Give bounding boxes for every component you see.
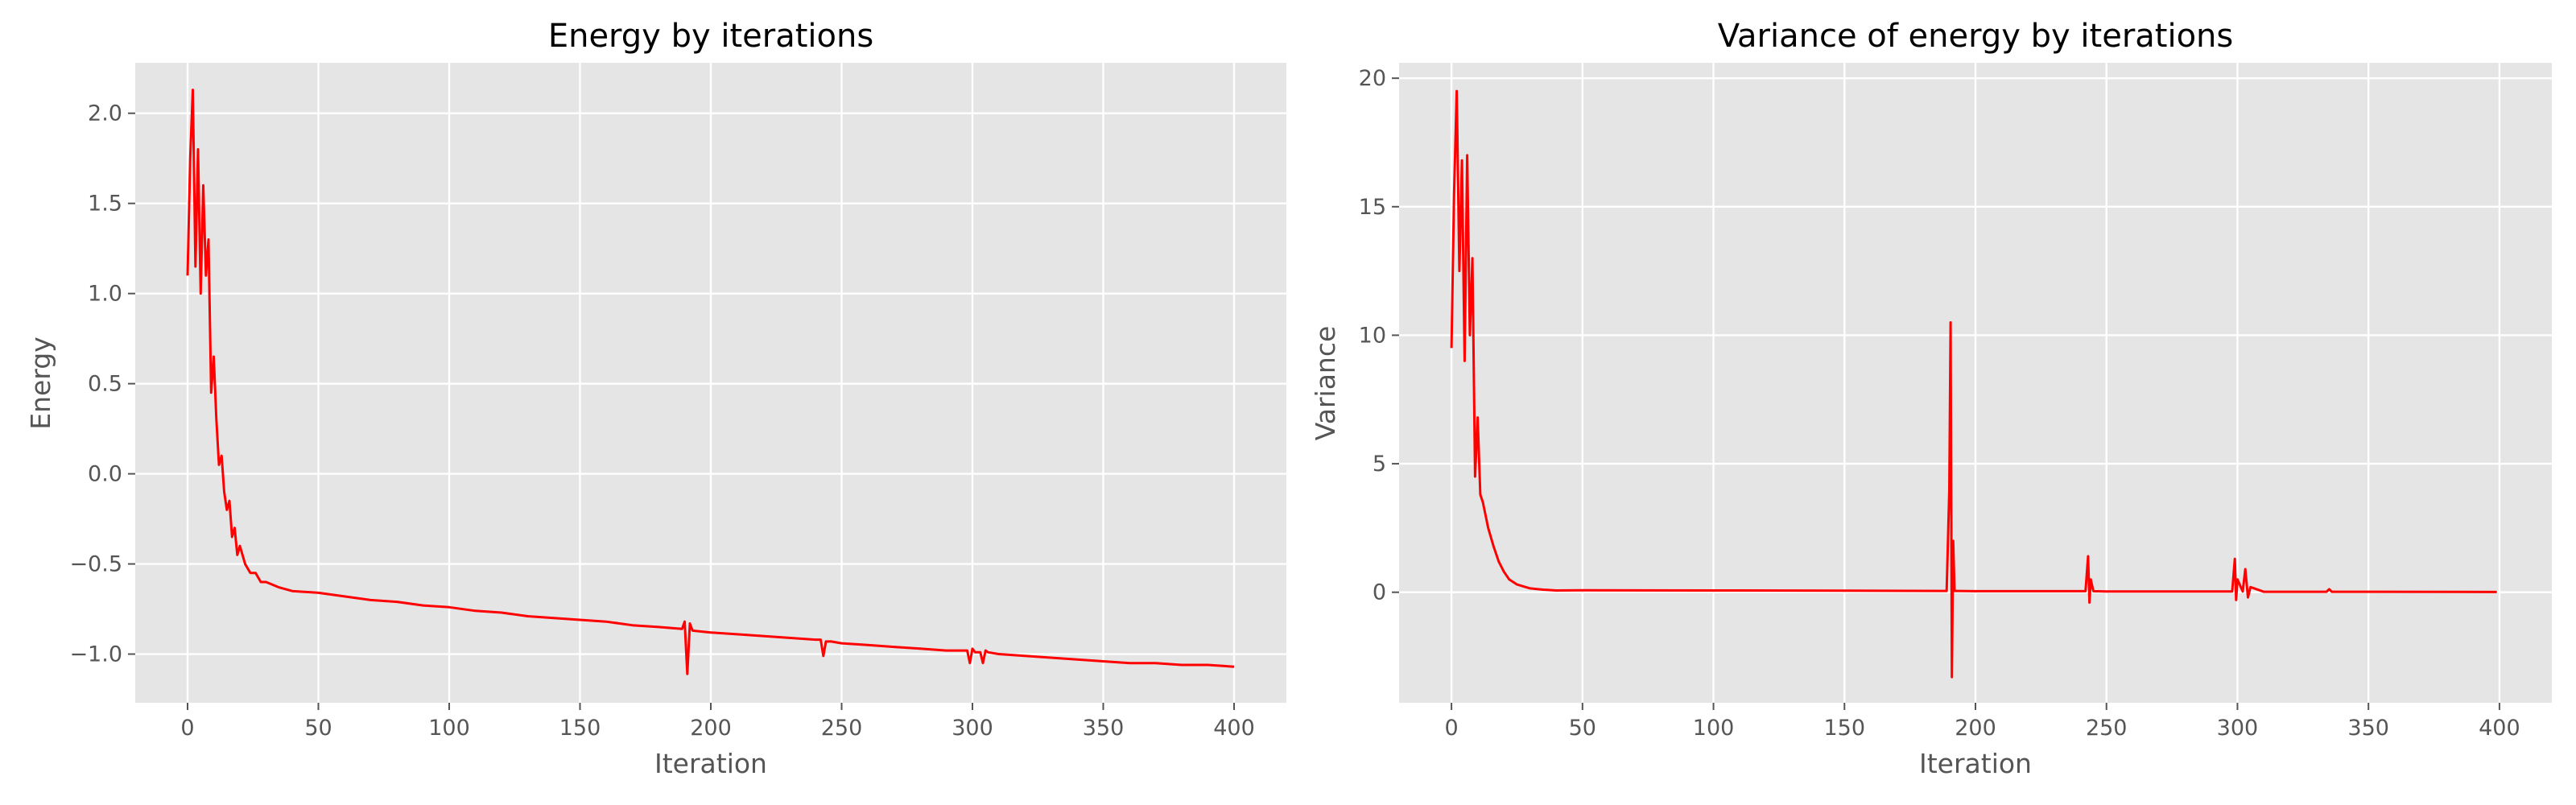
variance-x-tick-label: 50 — [1569, 716, 1596, 741]
variance-x-axis-label: Iteration — [1919, 748, 2032, 779]
variance-chart-title: Variance of energy by iterations — [1718, 18, 2233, 55]
energy-x-tick-label: 100 — [428, 716, 470, 741]
energy-y-tick-label: 0.5 — [88, 372, 122, 397]
variance-x-tick-label: 300 — [2217, 716, 2259, 741]
energy-grid — [135, 63, 1286, 703]
variance-y-ticks: 0 5 10 15 20 — [1359, 66, 1399, 605]
energy-x-tick-label: 300 — [952, 716, 993, 741]
variance-y-tick-label: 10 — [1359, 323, 1386, 348]
variance-y-axis-label: Variance — [1310, 326, 1341, 441]
variance-chart: 0 50 100 150 200 250 300 350 400 0 5 10 15 20 Varian… — [1310, 18, 2552, 779]
energy-x-tick-label: 150 — [559, 716, 601, 741]
variance-x-ticks: 0 50 100 150 200 250 300 350 400 — [1444, 703, 2520, 741]
variance-y-tick-label: 20 — [1359, 66, 1386, 91]
energy-chart-title: Energy by iterations — [548, 18, 873, 55]
energy-x-tick-label: 50 — [304, 716, 332, 741]
energy-y-tick-label: 1.0 — [88, 282, 122, 307]
energy-x-tick-label: 200 — [690, 716, 732, 741]
variance-y-tick-label: 0 — [1373, 580, 1386, 605]
energy-y-tick-label: −1.0 — [69, 642, 122, 667]
energy-x-axis-label: Iteration — [654, 748, 767, 779]
variance-x-tick-label: 250 — [2086, 716, 2128, 741]
energy-x-tick-label: 400 — [1213, 716, 1255, 741]
energy-y-tick-label: 0.0 — [88, 462, 122, 487]
energy-chart: 0 50 100 150 200 250 300 350 400 −1.0 −0.5 0.0 0.5 1… — [25, 18, 1286, 779]
energy-y-axis-label: Energy — [25, 336, 56, 430]
energy-y-tick-label: 2.0 — [88, 101, 122, 126]
variance-x-tick-label: 200 — [1955, 716, 1996, 741]
energy-y-tick-label: −0.5 — [69, 552, 122, 577]
variance-x-tick-label: 350 — [2347, 716, 2389, 741]
energy-y-tick-label: 1.5 — [88, 192, 122, 217]
energy-x-ticks: 0 50 100 150 200 250 300 350 400 — [180, 703, 1255, 741]
variance-x-tick-label: 150 — [1823, 716, 1865, 741]
energy-y-ticks: −1.0 −0.5 0.0 0.5 1.0 1.5 2.0 — [69, 101, 135, 667]
variance-y-tick-label: 5 — [1373, 452, 1386, 477]
energy-x-tick-label: 250 — [821, 716, 863, 741]
variance-x-tick-label: 0 — [1444, 716, 1458, 741]
energy-x-tick-label: 350 — [1083, 716, 1125, 741]
energy-series-line — [186, 89, 1235, 675]
variance-y-tick-label: 15 — [1359, 195, 1386, 220]
energy-x-tick-label: 0 — [180, 716, 194, 741]
variance-x-tick-label: 400 — [2479, 716, 2520, 741]
variance-x-tick-label: 100 — [1693, 716, 1735, 741]
variance-series-line — [1450, 89, 2497, 679]
